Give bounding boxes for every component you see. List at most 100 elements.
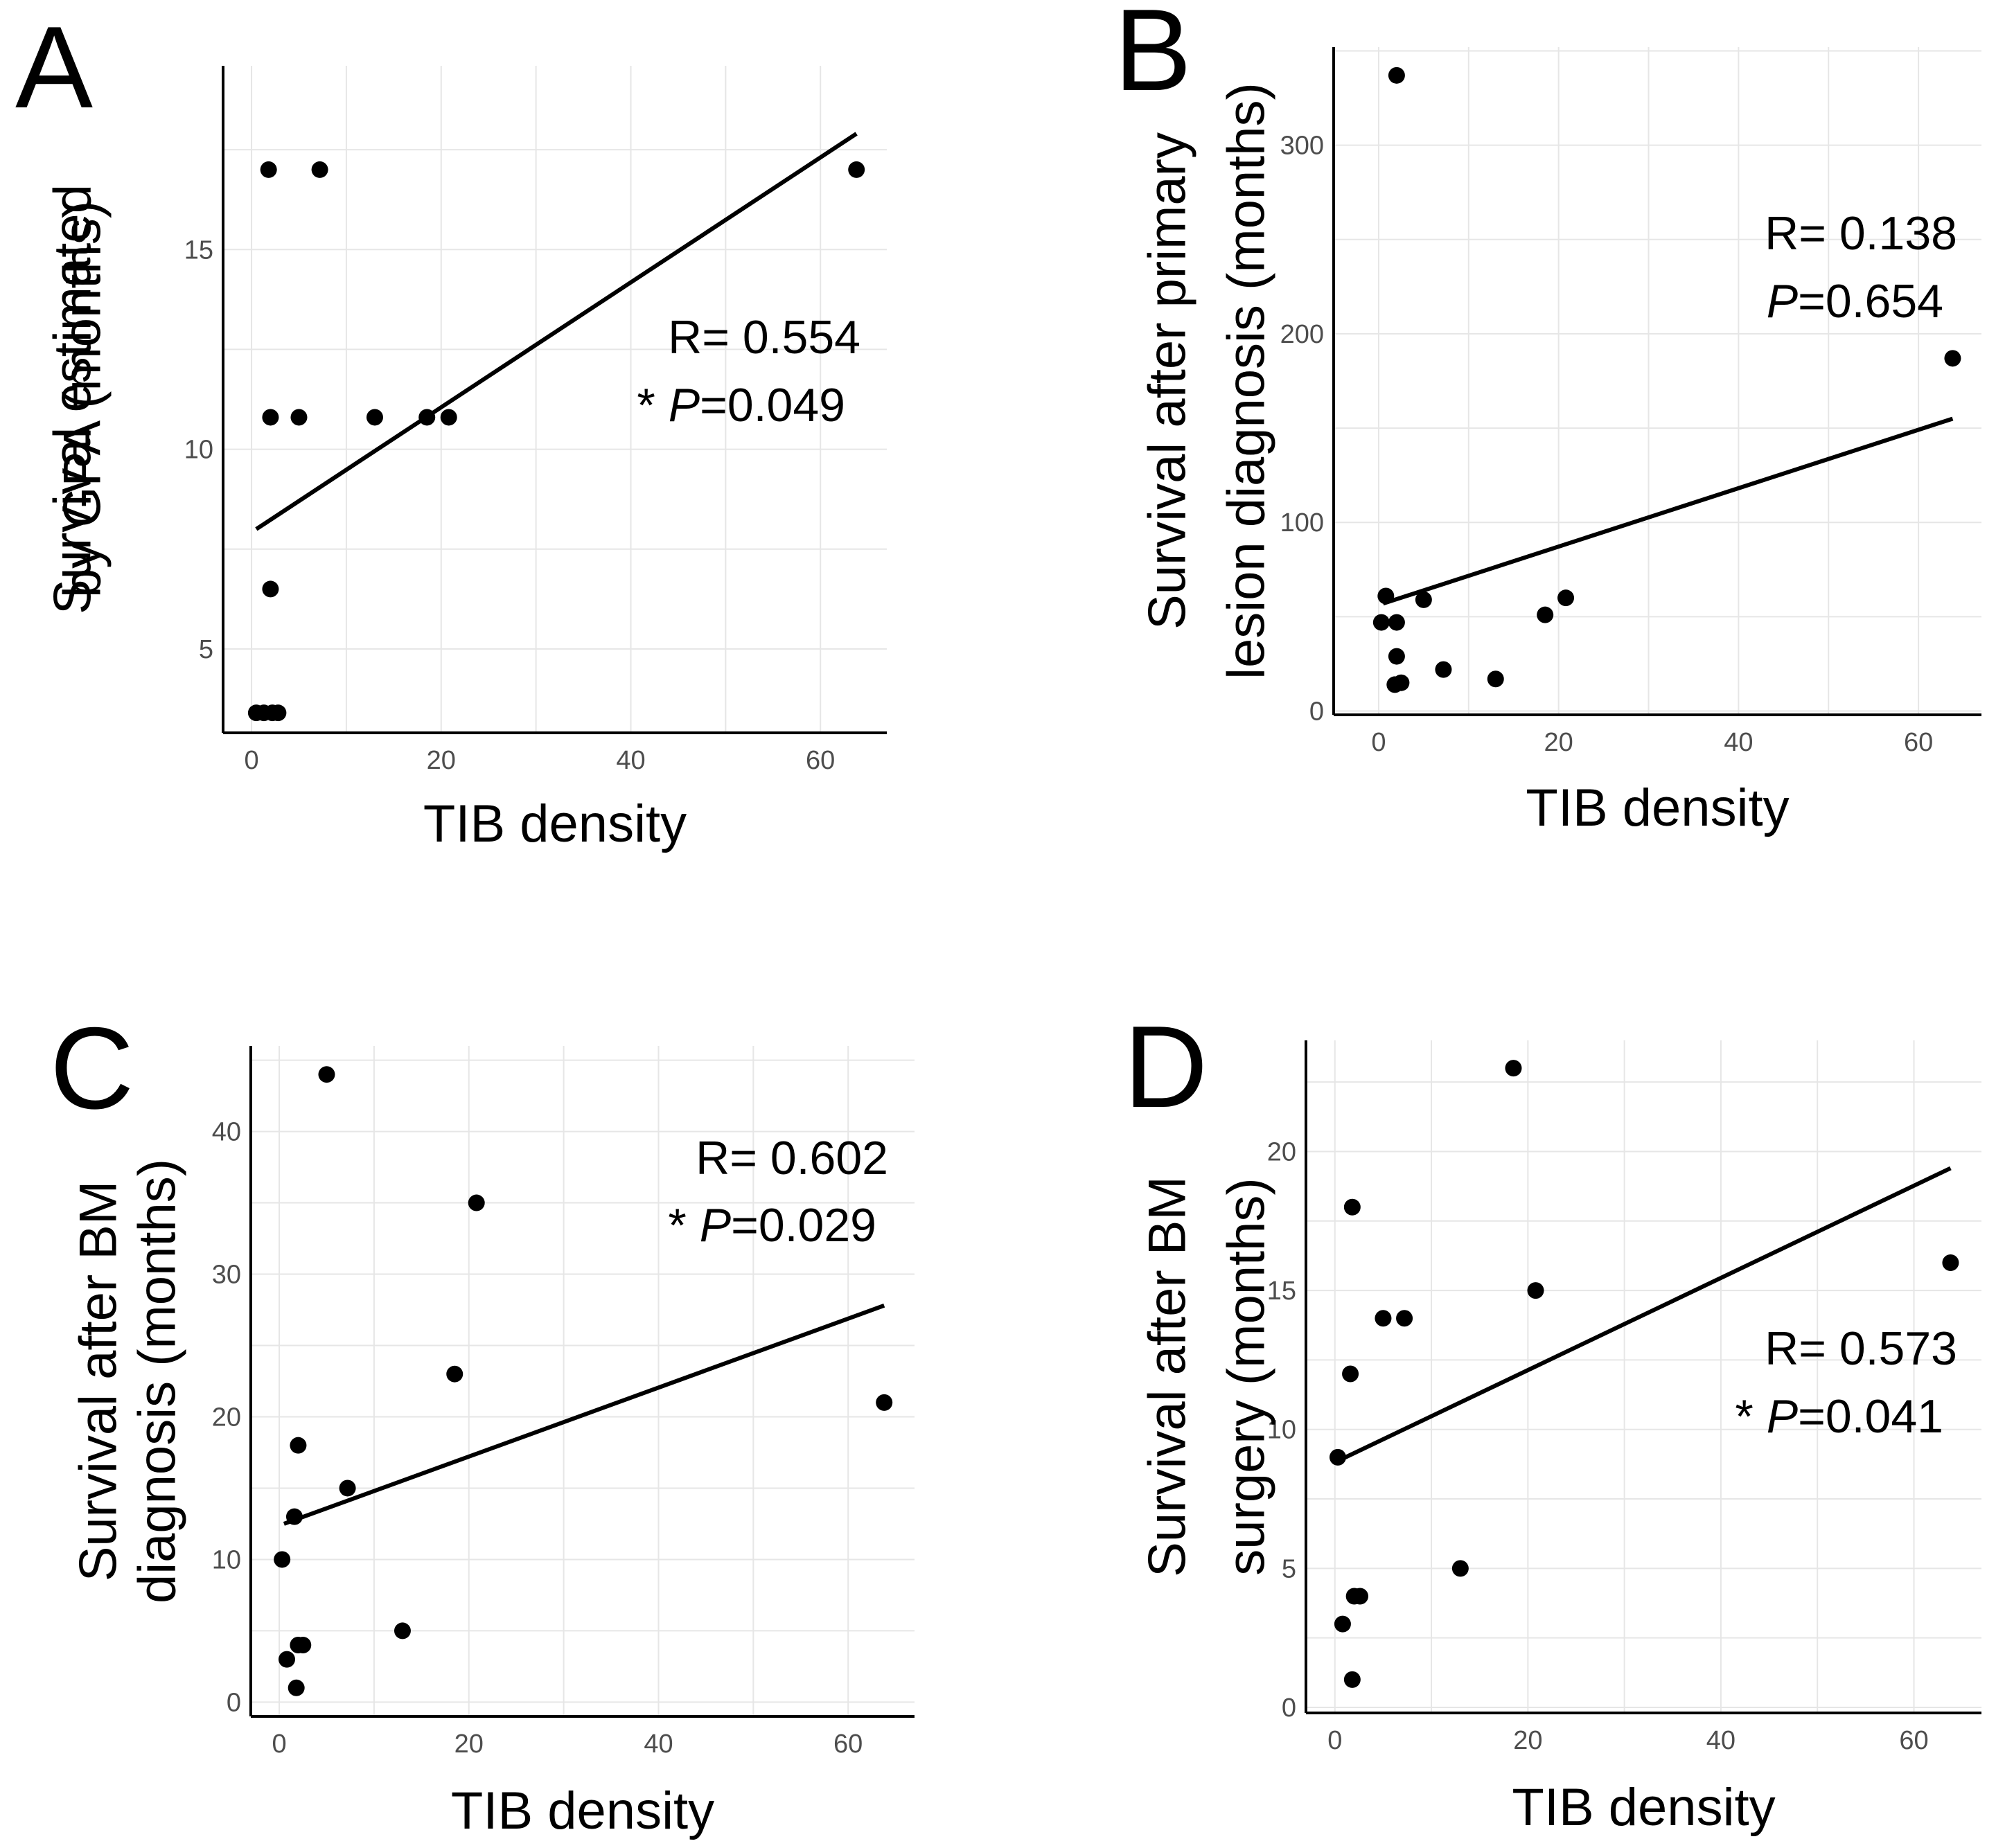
data-point <box>279 1651 296 1668</box>
data-point <box>1334 1615 1351 1633</box>
data-point <box>290 409 308 426</box>
p-number: =0.049 <box>700 379 845 432</box>
data-point <box>1396 1310 1413 1327</box>
x-tick-label: 0 <box>244 746 258 775</box>
gridlines <box>1334 47 1981 715</box>
stat-r-value: R= 0.602 <box>696 1132 888 1184</box>
x-tick-label: 60 <box>1899 1726 1928 1755</box>
data-point <box>1393 674 1410 691</box>
panel-c: 0 20 40 60 0 10 20 30 40 TIB density Survival afte… <box>50 1003 915 1840</box>
data-point <box>270 704 287 722</box>
significance-star: * <box>1735 1390 1753 1443</box>
data-point <box>468 1194 485 1211</box>
significance-star: * <box>668 1199 686 1252</box>
x-axis-title: TIB density <box>423 794 687 853</box>
data-point <box>1415 591 1432 608</box>
data-point <box>394 1622 411 1640</box>
data-point <box>1505 1060 1522 1077</box>
stat-r-value: R= 0.554 <box>668 311 860 364</box>
data-point <box>1527 1282 1544 1299</box>
spacer <box>1754 1390 1767 1443</box>
y-axis-title-line: Survival estimated <box>43 184 102 614</box>
data-point <box>1557 589 1575 607</box>
p-number: =0.654 <box>1798 275 1943 328</box>
y-tick-label: 15 <box>184 236 213 265</box>
stat-r-value: R= 0.573 <box>1765 1322 1957 1375</box>
data-point <box>1377 587 1395 605</box>
stat-p-value: * P=0.049 <box>637 379 845 432</box>
panel-d: 0 20 40 60 0 5 10 15 20 TIB density Survival after… <box>1124 1002 1981 1837</box>
stat-p-value: P=0.654 <box>1767 275 1943 328</box>
x-tick-label: 40 <box>644 1730 673 1759</box>
y-tick-label: 0 <box>1282 1694 1296 1723</box>
data-point <box>260 161 277 178</box>
data-point <box>1352 1588 1368 1605</box>
panel-b: 0 20 40 60 0 100 200 300 TIB density Survival aft… <box>1114 0 1981 837</box>
y-tick-label: 10 <box>1267 1416 1296 1445</box>
p-label: P <box>700 1199 731 1252</box>
y-axis-title-line: Survival after BM <box>1138 1176 1196 1577</box>
gridlines <box>1306 1040 1981 1713</box>
y-tick-label: 5 <box>199 635 213 664</box>
p-label: P <box>669 379 700 432</box>
x-tick-label: 20 <box>454 1730 484 1759</box>
y-axis-title-line: Survival after primary <box>1138 132 1196 630</box>
y-tick-label: 0 <box>1309 698 1324 727</box>
data-point <box>1435 661 1452 678</box>
p-label: P <box>1767 275 1798 328</box>
p-number: =0.041 <box>1798 1390 1943 1443</box>
x-tick-label: 20 <box>1513 1726 1542 1755</box>
data-point <box>262 409 279 426</box>
data-point <box>440 409 457 426</box>
x-tick-label: 60 <box>1904 728 1933 757</box>
data-point <box>1329 1448 1346 1466</box>
spacer <box>687 1199 700 1252</box>
regression-line <box>283 1304 885 1526</box>
data-point <box>1487 670 1504 688</box>
data-point <box>318 1066 335 1083</box>
data-point <box>1343 1198 1361 1216</box>
y-tick-label: 20 <box>212 1403 241 1432</box>
x-tick-label: 60 <box>806 746 835 775</box>
data-point <box>262 580 279 598</box>
panel-letter: B <box>1114 0 1192 115</box>
x-tick-label: 0 <box>1371 728 1386 757</box>
data-point <box>366 409 383 426</box>
data-point <box>1944 350 1961 367</box>
x-tick-label: 20 <box>427 746 456 775</box>
significance-star: * <box>637 379 655 432</box>
y-tick-label: 20 <box>1267 1137 1296 1166</box>
regression-line <box>255 132 858 531</box>
y-tick-label: 0 <box>227 1688 241 1717</box>
data-point <box>294 1637 312 1654</box>
data-point <box>848 161 865 178</box>
data-point <box>1537 606 1554 623</box>
y-tick-label: 40 <box>212 1118 241 1147</box>
y-axis-title-line: by GPA (months) <box>53 201 112 598</box>
data-point <box>285 1508 303 1525</box>
y-tick-label: 200 <box>1280 320 1324 349</box>
stat-r-value: R= 0.138 <box>1765 207 1957 260</box>
gridlines <box>223 66 887 733</box>
x-tick-label: 40 <box>1724 728 1753 757</box>
data-point <box>1388 648 1405 665</box>
data-point <box>339 1480 356 1497</box>
data-point <box>1375 1310 1392 1327</box>
x-axis-title: TIB density <box>451 1782 714 1840</box>
y-tick-label: 100 <box>1280 508 1324 537</box>
data-point <box>1343 1671 1361 1688</box>
panel-letter: C <box>50 1003 134 1133</box>
panel-letter: A <box>15 2 93 132</box>
regression-line <box>1339 1166 1952 1462</box>
panel-letter: D <box>1124 1002 1208 1132</box>
data-point <box>418 409 436 426</box>
data-point <box>1388 66 1405 84</box>
p-label: P <box>1767 1390 1798 1443</box>
y-axis-title-line: Survival after BM <box>69 1181 127 1582</box>
x-axis-title: TIB density <box>1526 779 1789 837</box>
data-point <box>1372 614 1390 631</box>
y-axis-title-line: lesion diagnosis (months) <box>1217 82 1275 679</box>
data-point <box>1451 1560 1469 1577</box>
stat-p-value: * P=0.029 <box>668 1199 876 1252</box>
